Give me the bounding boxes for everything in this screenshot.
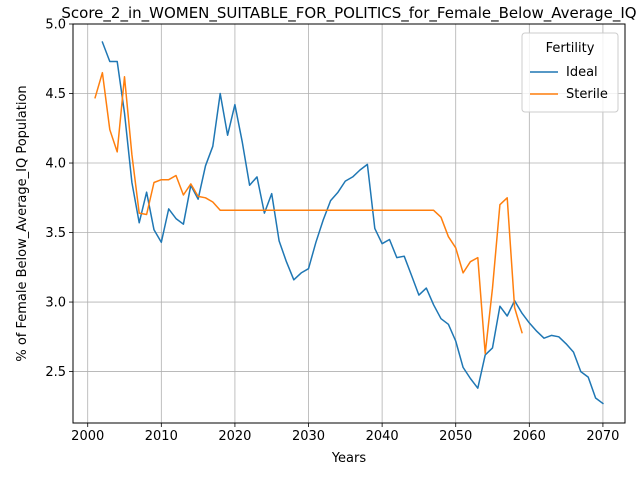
- legend-box: [521, 32, 619, 113]
- x-tick-label: 2050: [439, 429, 472, 444]
- y-tick-label: 3.0: [45, 296, 66, 311]
- y-tick-label: 2.5: [45, 365, 66, 380]
- y-tick-label: 4.0: [45, 157, 66, 172]
- legend-label-sterile: Sterile: [566, 87, 608, 102]
- legend-title: Fertility: [546, 41, 595, 56]
- plot-frame: [72, 23, 626, 424]
- x-tick-label: 2070: [586, 429, 619, 444]
- x-tick-label: 2010: [145, 429, 178, 444]
- chart-title: Score_2_in_WOMEN_SUITABLE_FOR_POLITICS_f…: [61, 4, 636, 23]
- y-tick-label: 3.5: [45, 226, 66, 241]
- legend-label-ideal: Ideal: [566, 65, 598, 80]
- series-layer: [94, 41, 604, 405]
- y-tick-label: 5.0: [45, 18, 66, 33]
- legend: Fertility Ideal Sterile: [521, 32, 619, 113]
- series-line-ideal: [101, 41, 604, 405]
- x-tick-label: 2040: [366, 429, 399, 444]
- y-axis-label: % of Female Below_Average_IQ Population: [15, 85, 30, 361]
- ticks: 2000 2010 2020 2030 2040 2050 2060 2070 2.5 3.0 3.…: [45, 18, 619, 445]
- x-axis-label: Years: [331, 451, 367, 466]
- x-tick-label: 2060: [513, 429, 546, 444]
- x-tick-label: 2030: [292, 429, 325, 444]
- y-tick-label: 4.5: [45, 87, 66, 102]
- x-tick-label: 2000: [71, 429, 104, 444]
- x-tick-label: 2020: [218, 429, 251, 444]
- series-line-sterile: [94, 71, 523, 355]
